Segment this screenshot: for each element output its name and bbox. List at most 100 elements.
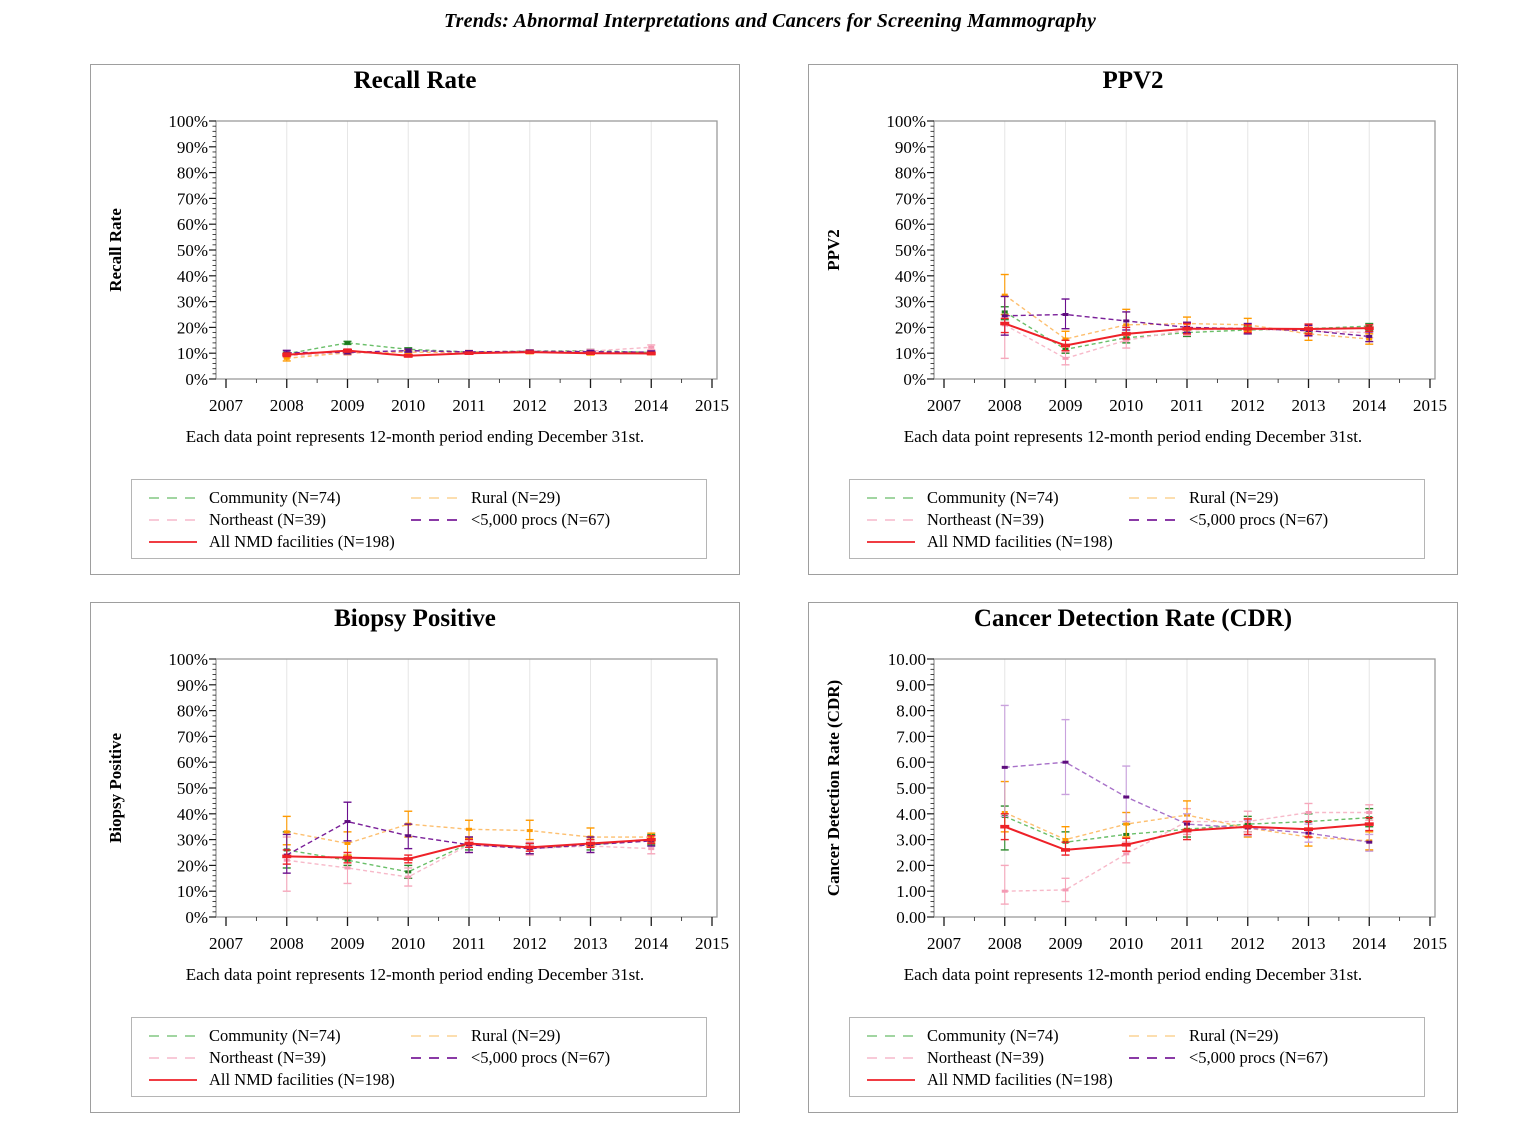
y-tick-label: 40% [177, 805, 208, 824]
y-tick-label: 0.00 [896, 908, 926, 927]
y-tick-label: 30% [177, 831, 208, 850]
data-point-marker [405, 875, 412, 879]
data-point-marker [1123, 852, 1130, 856]
y-tick-label: 10.00 [888, 650, 926, 669]
y-tick-label: 80% [895, 164, 926, 183]
y-tick-label: 0% [903, 370, 926, 389]
data-point-marker [1304, 827, 1313, 832]
legend-label: Northeast (N=39) [927, 1048, 1044, 1067]
cdr-plot: 0.00 1.00 2.00 3.00 4.00 5.00 6.00 7.00 8.00 9.00… [809, 603, 1459, 1114]
data-point-marker [1123, 795, 1130, 799]
x-tick-label: 2008 [270, 396, 304, 415]
y-tick-label: 90% [895, 138, 926, 157]
y-axis-label: Biopsy Positive [106, 733, 125, 843]
y-tick-label: 90% [177, 138, 208, 157]
legend-label: Rural (N=29) [1189, 1026, 1279, 1045]
x-tick-label: 2010 [1109, 934, 1143, 953]
y-tick-label: 20% [177, 318, 208, 337]
data-point-marker [1366, 811, 1373, 815]
data-point-marker [1123, 822, 1130, 826]
data-point-marker [1366, 334, 1373, 338]
data-point-marker [344, 841, 351, 845]
y-tick-label: 100% [886, 112, 926, 131]
data-point-marker [405, 349, 412, 353]
x-tick-label: 2014 [634, 934, 669, 953]
y-tick-label: 3.00 [896, 831, 926, 850]
x-tick-label: 2012 [1231, 934, 1265, 953]
y-tick-label: 80% [177, 164, 208, 183]
y-axis-label: Cancer Detection Rate (CDR) [824, 680, 843, 896]
chart-canvas: 0% 10% 20% 30% 40% 50% 60% 70% 80% 90% 100% 2007 200… [824, 112, 1447, 415]
y-tick-label: 70% [177, 189, 208, 208]
legend-item-all_nmd: All NMD facilities (N=198) [148, 531, 410, 553]
data-point-marker [1061, 848, 1070, 852]
legend-label: Community (N=74) [927, 1026, 1059, 1045]
legend-swatch-line [149, 1057, 197, 1059]
legend-swatch-line [411, 1057, 459, 1059]
legend-label: Community (N=74) [209, 1026, 341, 1045]
legend-item-procs_lt5000: <5,000 procs (N=67) [1128, 509, 1424, 531]
x-tick-label: 2009 [1049, 396, 1083, 415]
legend-item-rural: Rural (N=29) [410, 487, 706, 509]
y-tick-label: 7.00 [896, 727, 926, 746]
legend-label: <5,000 procs (N=67) [1189, 1048, 1329, 1067]
data-point-marker [1000, 321, 1010, 326]
legend-label: <5,000 procs (N=67) [471, 510, 611, 529]
legend-item-rural: Rural (N=29) [410, 1025, 706, 1047]
legend-swatch-line [149, 1035, 197, 1037]
y-tick-label: 0% [185, 370, 208, 389]
legend-item-procs_lt5000: <5,000 procs (N=67) [410, 1047, 706, 1069]
y-tick-label: 4.00 [896, 805, 926, 824]
legend-item-all_nmd: All NMD facilities (N=198) [866, 531, 1128, 553]
legend-swatch-line [867, 541, 915, 543]
legend: Community (N=74) Northeast (N=39) All NMD … [131, 479, 707, 559]
legend-item-all_nmd: All NMD facilities (N=198) [148, 1069, 410, 1091]
legend-label: Community (N=74) [927, 488, 1059, 507]
data-point-marker [1001, 293, 1008, 297]
data-point-marker [344, 820, 351, 824]
y-tick-label: 60% [895, 215, 926, 234]
data-point-marker [464, 841, 474, 846]
y-tick-label: 50% [177, 779, 208, 798]
legend-item-northeast: Northeast (N=39) [866, 1047, 1128, 1069]
x-tick-label: 2010 [391, 396, 425, 415]
data-point-marker [403, 353, 413, 358]
data-point-marker [526, 829, 533, 833]
plot-frame [933, 658, 1436, 918]
legend-swatch-line [1129, 1057, 1177, 1059]
data-point-marker [1364, 326, 1374, 330]
legend-label: All NMD facilities (N=198) [209, 532, 395, 551]
plot-frame [215, 120, 718, 380]
legend-swatch-line [867, 497, 915, 499]
legend-item-northeast: Northeast (N=39) [866, 509, 1128, 531]
data-point-marker [283, 356, 290, 360]
data-point-marker [1062, 888, 1069, 892]
x-tick-label: 2012 [513, 396, 547, 415]
data-point-marker [1062, 337, 1069, 341]
legend-swatch-line [411, 519, 459, 521]
biopsy-positive-plot: 0% 10% 20% 30% 40% 50% 60% 70% 80% 90% 100% 2007 200… [91, 603, 741, 1114]
y-tick-label: 1.00 [896, 882, 926, 901]
chart-canvas: 0% 10% 20% 30% 40% 50% 60% 70% 80% 90% 100% 2007 200… [106, 650, 729, 953]
chart-canvas: 0.00 1.00 2.00 3.00 4.00 5.00 6.00 7.00 8.00 9.00… [824, 650, 1447, 953]
data-point-marker [1000, 824, 1010, 829]
data-point-marker [646, 837, 656, 842]
data-point-marker [646, 351, 656, 356]
legend-swatch-line [1129, 519, 1177, 521]
data-point-marker [403, 857, 413, 861]
legend-swatch-line [149, 1079, 197, 1081]
x-tick-label: 2009 [331, 934, 365, 953]
data-point-marker [1001, 314, 1008, 318]
data-point-marker [1123, 338, 1130, 342]
y-tick-label: 60% [177, 215, 208, 234]
x-tick-label: 2011 [1170, 934, 1203, 953]
x-tick-label: 2014 [634, 396, 669, 415]
legend-item-procs_lt5000: <5,000 procs (N=67) [410, 509, 706, 531]
data-point-marker [1364, 822, 1374, 826]
ppv2-plot: 0% 10% 20% 30% 40% 50% 60% 70% 80% 90% 100% 2007 200… [809, 65, 1459, 576]
y-tick-label: 30% [895, 293, 926, 312]
y-tick-label: 20% [895, 318, 926, 337]
data-point-marker [648, 847, 655, 851]
data-point-marker [586, 841, 595, 846]
x-tick-label: 2010 [1109, 396, 1143, 415]
